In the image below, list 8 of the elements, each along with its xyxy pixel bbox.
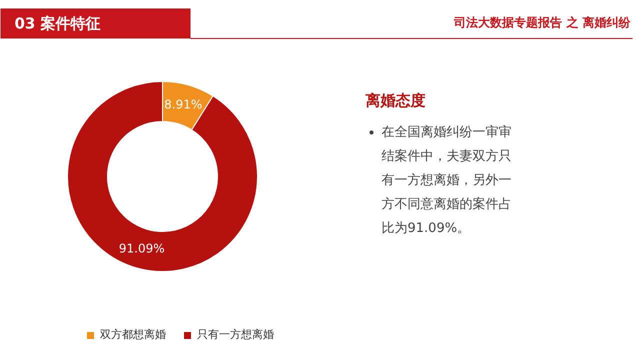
- legend-label: 只有一方想离婚: [197, 327, 274, 342]
- data-label: 91.09%: [118, 242, 165, 256]
- text: 司法大数据专题报告 之 离婚纠纷: [453, 16, 632, 30]
- text: 在全国离婚纠纷一审审结案件中，夫妻双方只有一方想离婚，另外一方不同意离婚的案件占比为91.09%。: [382, 124, 512, 236]
- text: 离婚态度: [364, 92, 426, 110]
- chart-title: 03 案件特征: [14, 14, 101, 32]
- legend-label: 双方都想离婚: [100, 327, 166, 342]
- data-label: 8.91%: [164, 97, 202, 112]
